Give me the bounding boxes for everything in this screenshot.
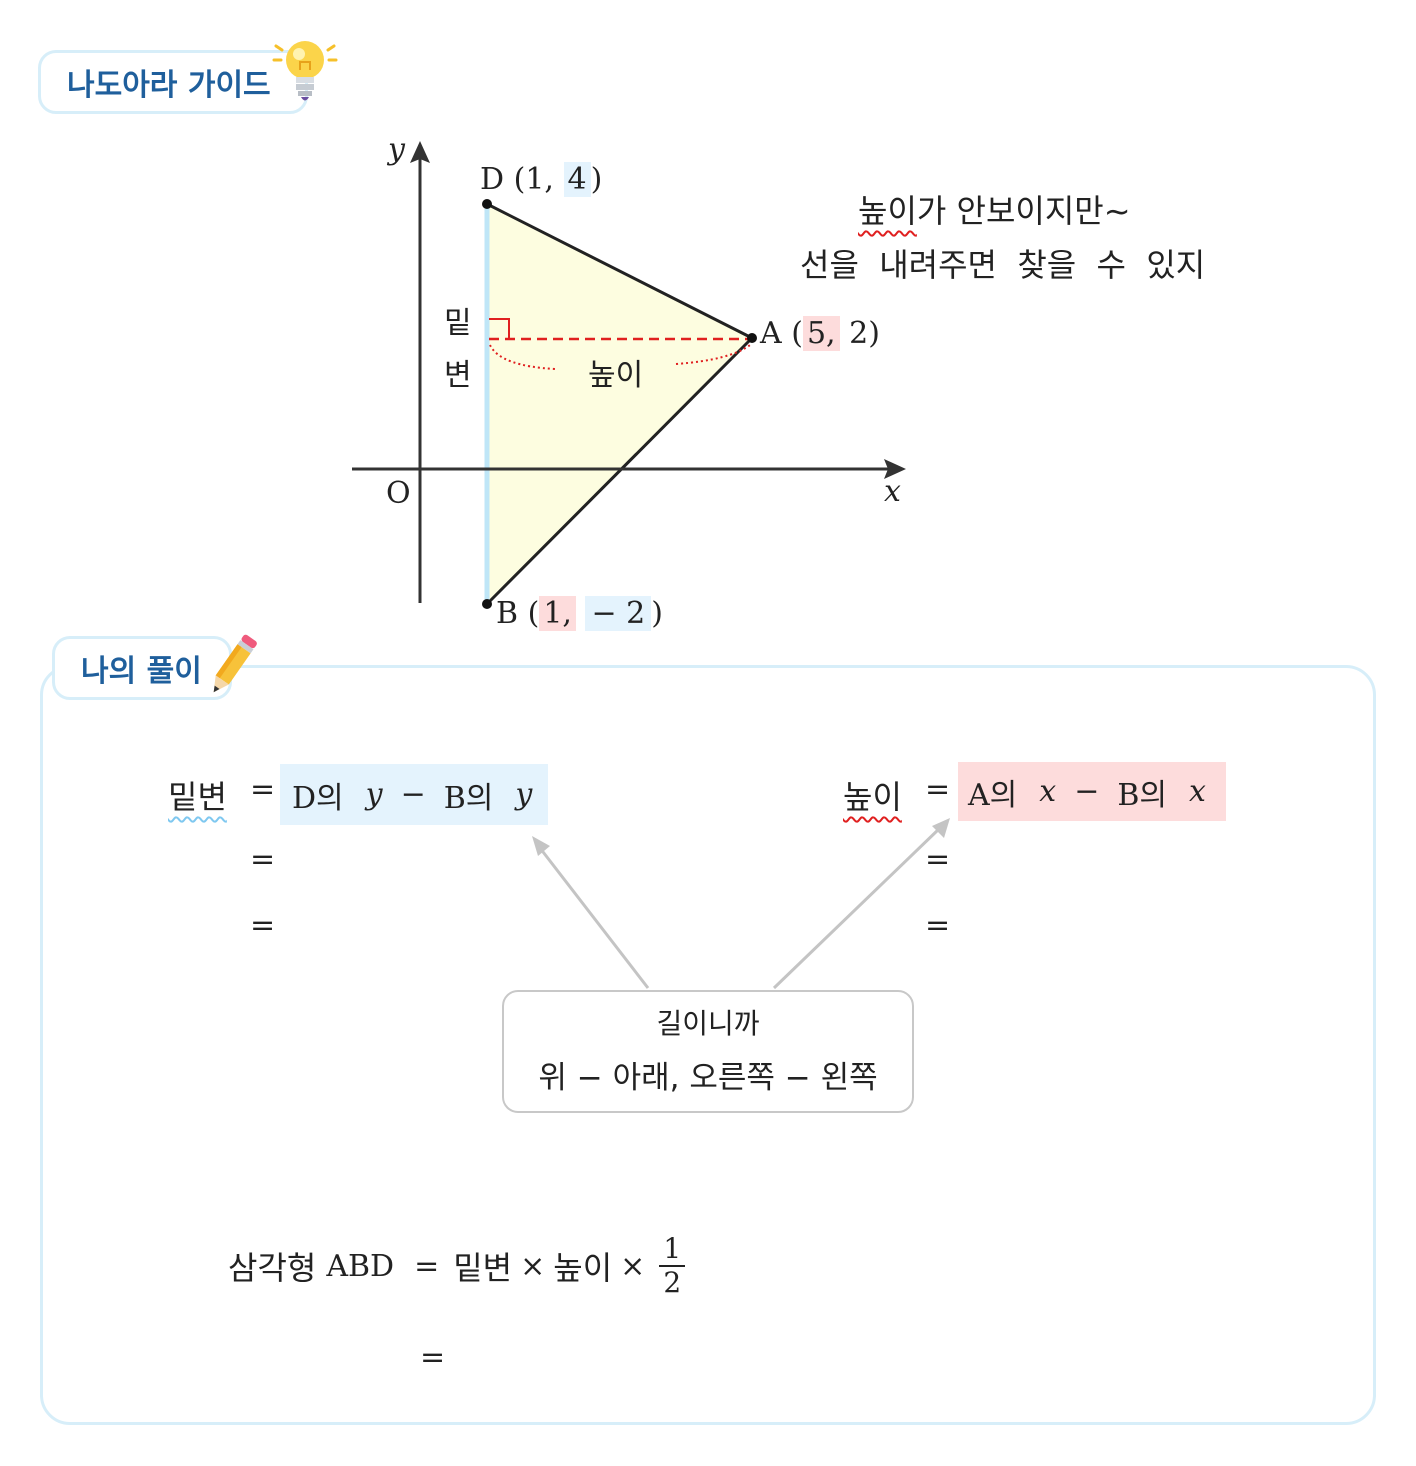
solution-panel <box>40 665 1376 1425</box>
x-axis-label: x <box>884 474 901 509</box>
area-times-2: × <box>620 1248 646 1284</box>
guide-tag: 나도아라 가이드 <box>38 50 308 114</box>
point-d-name: D <box>480 162 505 197</box>
point-d-y: 4 <box>563 162 591 197</box>
fraction-denominator: 2 <box>663 1266 682 1299</box>
point-d-open: ( <box>513 162 526 197</box>
note-line1-rest: 가 안보이지만~ <box>916 192 1131 230</box>
area-formula: 삼각형 ABD = 밑변 × 높이 × 1 2 <box>228 1226 686 1306</box>
solution-tag: 나의 풀이 <box>52 636 232 700</box>
graph-note-line1: 높이가 안보이지만~ <box>858 186 1131 232</box>
x-axis-arrow <box>884 459 906 479</box>
pencil-icon <box>213 634 257 693</box>
base-minus: − <box>400 777 426 812</box>
hint-arrow-right <box>772 826 942 990</box>
base-p2: B의 <box>443 780 494 816</box>
hint-line1: 길이니까 <box>656 1007 760 1040</box>
fraction-bar <box>659 1265 686 1267</box>
area-eq: = <box>414 1248 440 1284</box>
base-eq-3: = <box>250 908 276 943</box>
area-t2: 높이 <box>553 1249 613 1287</box>
point-d-label: D (1, 4) <box>480 162 602 197</box>
point-b-open: ( <box>527 596 540 631</box>
fraction-numerator: 1 <box>663 1232 682 1265</box>
base-eq-1: = <box>250 772 276 807</box>
point-a-y: 2 <box>849 316 869 351</box>
solution-title: 나의 풀이 <box>81 654 202 689</box>
point-a-label: A (5, 2) <box>760 316 880 351</box>
point-b-x: 1, <box>539 596 576 631</box>
note-height-word: 높이 <box>858 192 917 230</box>
y-axis-arrow <box>410 141 430 163</box>
point-d-close: ) <box>590 162 603 197</box>
base-label-top: 밑 <box>444 306 472 341</box>
height-eq-2: = <box>925 842 951 877</box>
base-expression: D의 y − B의 y <box>280 764 548 825</box>
point-b-close: ) <box>651 596 663 631</box>
base-v2: y <box>515 777 533 812</box>
right-angle-mark <box>489 318 510 339</box>
lightbulb-icon <box>272 41 338 101</box>
side-ab <box>485 336 754 606</box>
point-a-x: 5, <box>802 316 840 351</box>
height-v2: x <box>1188 774 1206 809</box>
point-d-x: 1, <box>525 162 554 197</box>
hint-box: 길이니까 위 − 아래, 오른쪽 − 왼쪽 <box>502 990 914 1113</box>
area-t1: 밑변 <box>453 1249 513 1287</box>
graph-note-line2: 선을 내려주면 찾을 수 있지 <box>800 246 1206 284</box>
point-d-dot <box>482 199 492 209</box>
area-eq-2: = <box>420 1340 446 1375</box>
hint-arrow-left <box>538 847 650 989</box>
triangle-abd <box>487 204 752 604</box>
base-v1: y <box>365 777 383 812</box>
base-p1: D의 <box>292 780 344 816</box>
height-expression: A의 x − B의 x <box>958 762 1226 821</box>
height-label: 높이 <box>588 358 644 393</box>
height-eq-1: = <box>925 772 951 807</box>
side-da <box>486 202 753 340</box>
height-term: 높이 <box>843 778 902 816</box>
point-a-close: ) <box>868 316 880 351</box>
height-eq-3: = <box>925 908 951 943</box>
base-eq-2: = <box>250 842 276 877</box>
point-b-dot <box>482 599 492 609</box>
area-fraction: 1 2 <box>659 1232 686 1299</box>
point-b-label: B (1, − 2) <box>496 596 663 631</box>
height-brace-right <box>675 344 751 365</box>
coordinate-graph <box>352 141 906 609</box>
base-term: 밑변 <box>168 778 227 816</box>
height-minus: − <box>1074 774 1100 809</box>
point-b-name: B <box>496 596 519 631</box>
height-p2: B의 <box>1117 777 1167 813</box>
height-v1: x <box>1039 774 1057 809</box>
point-a-dot <box>747 333 757 343</box>
guide-label: 나도아라 가이드 <box>67 68 271 103</box>
area-times-1: × <box>520 1248 546 1284</box>
area-label: 삼각형 <box>228 1249 317 1287</box>
base-label-bottom: 변 <box>444 358 472 393</box>
height-p1: A의 <box>968 777 1018 813</box>
point-b-y: − 2 <box>585 596 652 631</box>
origin-label: O <box>386 476 411 511</box>
y-axis-label: y <box>388 132 405 167</box>
area-name: ABD <box>326 1248 395 1284</box>
point-a-name: A <box>760 316 782 351</box>
point-a-open: ( <box>791 316 803 351</box>
hint-line2: 위 − 아래, 오른쪽 − 왼쪽 <box>538 1060 878 1096</box>
